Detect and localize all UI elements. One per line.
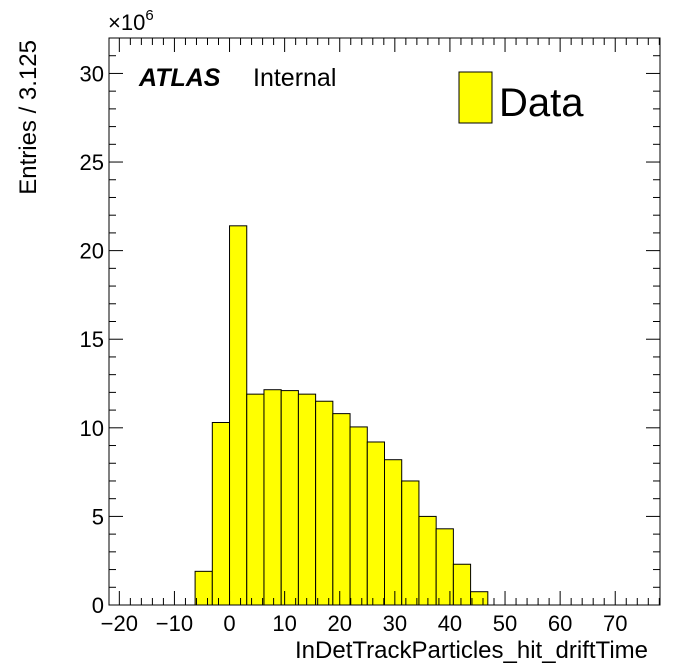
x-tick-label: −20 <box>101 611 138 636</box>
legend-label-data: Data <box>499 81 584 125</box>
histogram-bar <box>435 528 454 606</box>
histogram-bar <box>229 225 248 606</box>
x-tick-label: 30 <box>383 611 407 636</box>
histogram-bar <box>401 480 420 606</box>
y-multiplier: ×106 <box>108 7 154 35</box>
y-tick-label: 25 <box>80 150 104 175</box>
histogram-bar <box>332 413 351 606</box>
y-tick-label: 0 <box>92 593 104 618</box>
y-multiplier-exponent: 6 <box>145 7 153 24</box>
histogram-bar <box>211 421 231 606</box>
x-tick-label: 60 <box>548 611 572 636</box>
x-axis-ticks <box>118 38 660 605</box>
y-tick-label: 5 <box>92 504 104 529</box>
x-tick-labels: −20 −10 0 10 20 30 40 50 60 70 <box>101 611 628 636</box>
y-axis-ticks <box>109 37 660 606</box>
y-axis-label: Entries / 3.125 <box>15 40 42 195</box>
histogram-bars <box>194 225 489 606</box>
atlas-label: ATLAS <box>138 64 221 92</box>
histogram-bar <box>315 400 334 606</box>
histogram-bar <box>263 389 282 606</box>
histogram-bar <box>297 393 317 606</box>
histogram-bar <box>366 441 385 606</box>
histogram-bar <box>470 591 489 606</box>
internal-label: Internal <box>253 64 336 92</box>
legend: Data <box>458 71 584 125</box>
x-tick-label: 50 <box>493 611 517 636</box>
x-tick-label: 70 <box>603 611 627 636</box>
legend-swatch-data <box>458 71 493 124</box>
histogram-bar <box>384 459 403 606</box>
histogram-bar <box>418 515 437 606</box>
histogram-bar <box>349 426 368 606</box>
x-tick-label: 40 <box>438 611 462 636</box>
x-tick-label: 10 <box>272 611 296 636</box>
histogram-bar <box>194 570 213 606</box>
y-tick-label: 10 <box>80 416 104 441</box>
x-axis-label: InDetTrackParticles_hit_driftTime <box>295 637 648 664</box>
y-multiplier-base: ×10 <box>108 10 145 35</box>
x-tick-label: 0 <box>223 611 235 636</box>
y-tick-labels: 0 5 10 15 20 25 30 <box>80 61 104 618</box>
x-tick-label: −10 <box>156 611 193 636</box>
y-tick-label: 30 <box>80 61 104 86</box>
x-tick-label: 20 <box>327 611 351 636</box>
y-tick-label: 15 <box>80 327 104 352</box>
histogram-bar <box>452 563 472 606</box>
histogram-bar <box>246 393 265 606</box>
y-tick-label: 20 <box>80 239 104 264</box>
histogram-bar <box>280 390 299 606</box>
